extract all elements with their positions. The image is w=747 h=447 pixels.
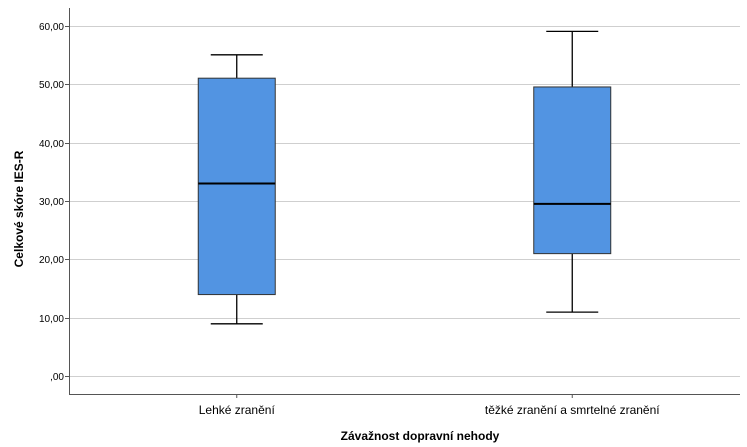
x-category-labels: Lehké zranění těžké zranění a smrtelné zr… [199, 403, 661, 417]
y-tick-labels: ,00 10,00 20,00 30,00 40,00 50,00 60,00 [39, 22, 64, 383]
x-category-label: těžké zranění a smrtelné zranění [485, 403, 660, 417]
x-axis-title: Závažnost dopravní nehody [341, 429, 500, 443]
y-tick-label: 50,00 [39, 80, 64, 91]
x-category-label: Lehké zranění [199, 403, 276, 417]
y-tick-label: 30,00 [39, 197, 64, 208]
y-tick-label: ,00 [50, 372, 64, 383]
box-2 [533, 30, 612, 313]
iqr-box [197, 77, 276, 296]
gridlines [69, 26, 740, 377]
y-axis-title: Celkové skóre IES-R [12, 150, 26, 267]
y-tick-label: 40,00 [39, 139, 64, 150]
box-1 [197, 54, 276, 325]
iqr-box [533, 86, 612, 255]
y-tick-label: 10,00 [39, 314, 64, 325]
y-tick-label: 60,00 [39, 22, 64, 33]
y-tick-label: 20,00 [39, 255, 64, 266]
boxes [197, 30, 612, 325]
axes [65, 8, 740, 398]
